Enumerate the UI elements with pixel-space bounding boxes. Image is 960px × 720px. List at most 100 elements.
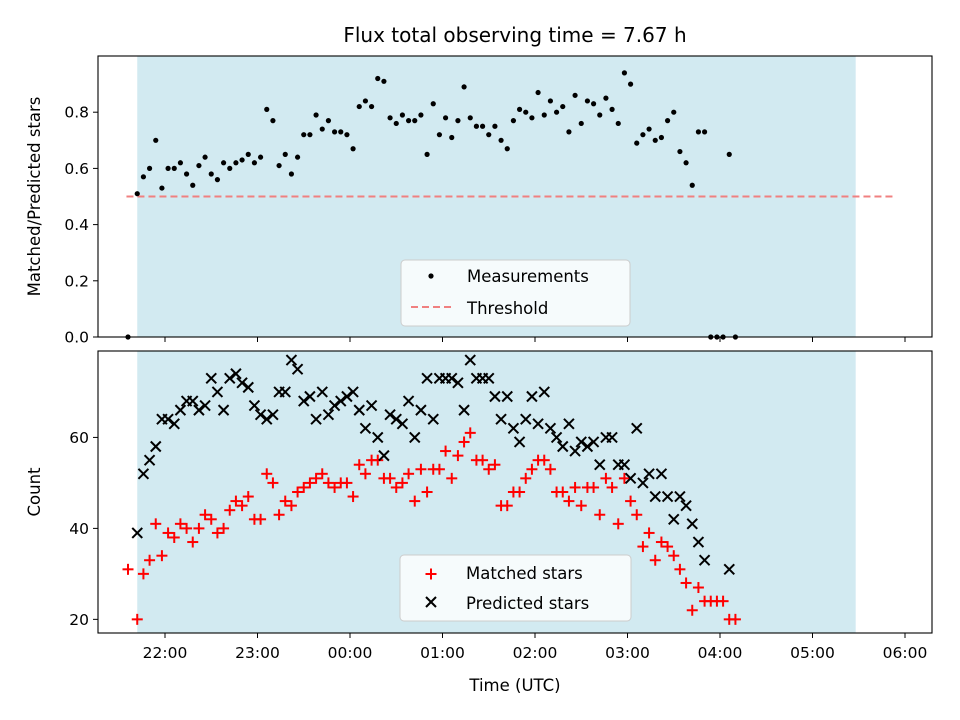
x-stroke-b [137,468,150,480]
predicted-star-point [230,368,242,380]
x-stroke-b [285,354,298,366]
x-stroke-b [618,459,631,471]
x-stroke-b [365,399,378,412]
matched-star-point [618,472,630,484]
matched-star-point [686,604,698,616]
matched-star-point [242,491,254,503]
x-stroke-b [217,404,230,416]
x-stroke-b [544,422,557,435]
predicted-star-point [217,404,230,416]
matched-star-point [520,472,532,484]
measurement-point [294,154,301,160]
y-tick-label: 0.6 [64,160,89,178]
matched-star-point [403,468,415,480]
measurement-point [553,109,560,115]
x-stroke-b [236,377,248,389]
measurement-point [516,106,523,112]
predicted-star-point [557,440,569,453]
matched-star-point [674,563,686,575]
x-stroke-b [261,413,273,425]
x-stroke-b [427,413,439,425]
measurement-point [640,132,646,138]
measurement-point [436,132,443,138]
measurement-point [338,129,344,135]
matched-star-point [501,500,513,512]
predicted-star-point [587,436,600,448]
y-tick-label: 0.8 [64,104,89,122]
matched-star-point [575,500,587,512]
y-tick-label: 0.2 [64,272,89,290]
measurement-point [541,112,547,118]
predicted-star-point [464,354,476,366]
matched-star-point [655,536,667,548]
x-stroke-b [174,404,187,416]
matched-star-point [680,577,692,589]
x-stroke-b [353,404,365,416]
matched-star-point [668,550,680,562]
matched-star-point [150,518,162,530]
measurement-point [418,112,424,118]
measurement-point [658,134,665,141]
x-stroke-b [606,431,618,444]
legend-predicted-label: Predicted stars [466,594,589,613]
x-stroke-b [587,436,600,448]
predicted-star-point [526,390,538,403]
matched-star-point [662,541,674,553]
measurement-point [455,118,461,124]
x-stroke-b [162,413,174,425]
measurement-point [282,151,288,157]
measurement-point [233,160,239,166]
x-stroke-b [143,454,156,466]
predicted-star-point [261,413,273,425]
measurement-point [257,154,264,160]
x-stroke-b [661,490,674,503]
measurement-point [171,165,177,171]
chart-title: Flux total observing time = 7.67 h [343,23,686,47]
matched-star-point [563,495,575,507]
legend-measurements-label: Measurements [467,267,589,286]
matched-star-point [279,495,291,507]
predicted-star-point [328,399,341,412]
matched-star-point [477,454,489,466]
legend-box [400,259,631,327]
x-stroke-b [390,413,402,425]
measurement-point [183,171,190,177]
predicted-star-point [421,372,433,384]
matched-star-point [353,459,365,471]
x-stroke-b [298,395,310,407]
measurement-point [677,148,683,155]
predicted-star-point [458,404,470,416]
predicted-star-point [248,399,261,412]
x-stroke-b [347,386,359,398]
measurement-point [449,134,455,141]
predicted-star-point [285,354,298,366]
predicted-star-point [396,418,409,430]
measurement-point [319,126,325,132]
measurement-point [344,132,350,138]
measurement-point [578,120,584,127]
x-stroke-b [723,563,735,576]
matched-star-point [174,518,186,530]
measurement-point [627,81,634,87]
predicted-star-point [624,472,637,485]
x-stroke-b [304,390,316,403]
measurement-point [270,118,276,124]
matched-star-point [298,481,310,493]
predicted-star-point [631,422,643,435]
x-stroke-b [483,372,495,384]
x-stroke-b [396,418,409,430]
predicted-star-point [267,408,279,421]
predicted-star-point [199,399,211,412]
measurement-point [325,118,332,124]
x-stroke-b [446,372,458,384]
x-stroke-b [513,436,526,448]
matched-star-point [390,481,402,493]
legend-top: Measurements Threshold [400,259,631,327]
x-tick-label: 00:00 [328,644,373,662]
measurement-point [165,165,171,171]
predicted-star-point [655,468,668,480]
x-stroke-b [211,386,224,398]
predicted-star-point [372,431,384,444]
predicted-star-point [483,372,495,384]
x-stroke-b [242,381,254,394]
